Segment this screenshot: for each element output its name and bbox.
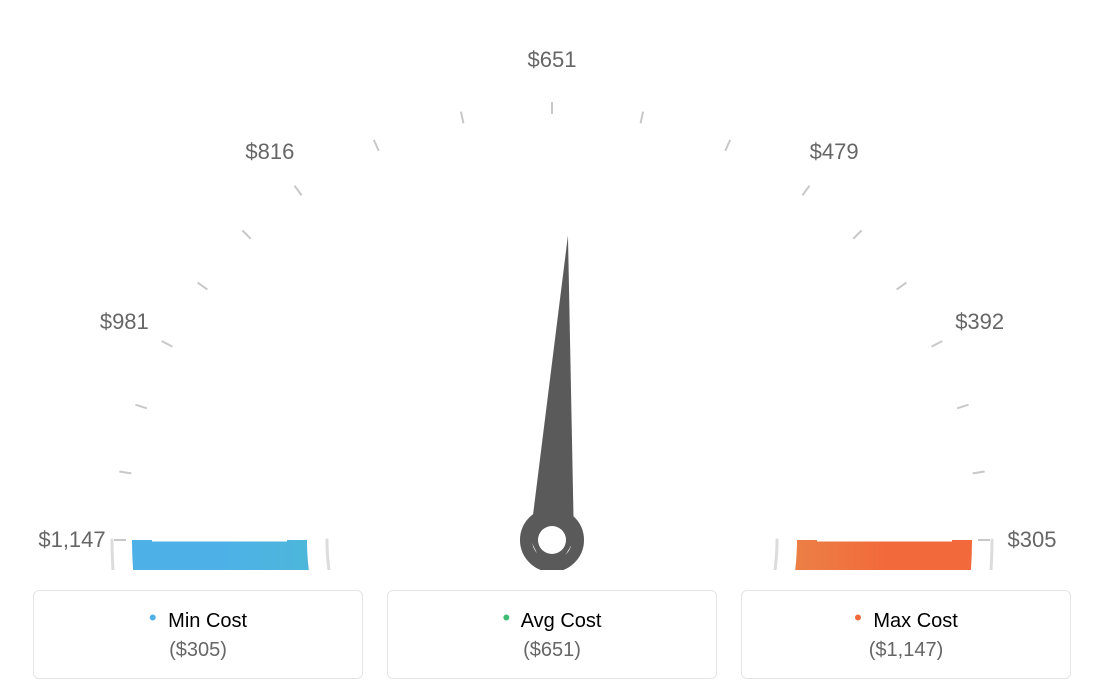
gauge-tick-label: $816 xyxy=(245,139,294,165)
legend-row: • Min Cost ($305) • Avg Cost ($651) • Ma… xyxy=(0,590,1104,679)
gauge-tick-label: $479 xyxy=(810,139,859,165)
gauge-tick-label: $392 xyxy=(955,309,1004,335)
legend-dot-max: • xyxy=(854,605,862,630)
gauge-tick-label: $651 xyxy=(528,47,577,73)
gauge-svg xyxy=(0,0,1104,570)
gauge-tick-label: $1,147 xyxy=(38,527,105,553)
legend-dot-avg: • xyxy=(503,605,511,630)
legend-title-min: • Min Cost xyxy=(34,607,362,633)
legend-card-avg: • Avg Cost ($651) xyxy=(387,590,717,679)
legend-label-max: Max Cost xyxy=(873,610,957,632)
legend-label-min: Min Cost xyxy=(168,610,247,632)
legend-value-max: ($1,147) xyxy=(742,639,1070,662)
legend-title-avg: • Avg Cost xyxy=(388,607,716,633)
legend-title-max: • Max Cost xyxy=(742,607,1070,633)
legend-label-avg: Avg Cost xyxy=(521,610,602,632)
gauge-area: $305 $392 $479 $651 $816 $981 $1,147 xyxy=(0,0,1104,570)
legend-card-min: • Min Cost ($305) xyxy=(33,590,363,679)
gauge-chart-container: $305 $392 $479 $651 $816 $981 $1,147 • Min Cos… xyxy=(0,0,1104,690)
gauge-tick-label: $305 xyxy=(1008,527,1057,553)
gauge-tick-label: $981 xyxy=(100,309,149,335)
legend-dot-min: • xyxy=(149,605,157,630)
legend-value-min: ($305) xyxy=(34,639,362,662)
legend-card-max: • Max Cost ($1,147) xyxy=(741,590,1071,679)
legend-value-avg: ($651) xyxy=(388,639,716,662)
